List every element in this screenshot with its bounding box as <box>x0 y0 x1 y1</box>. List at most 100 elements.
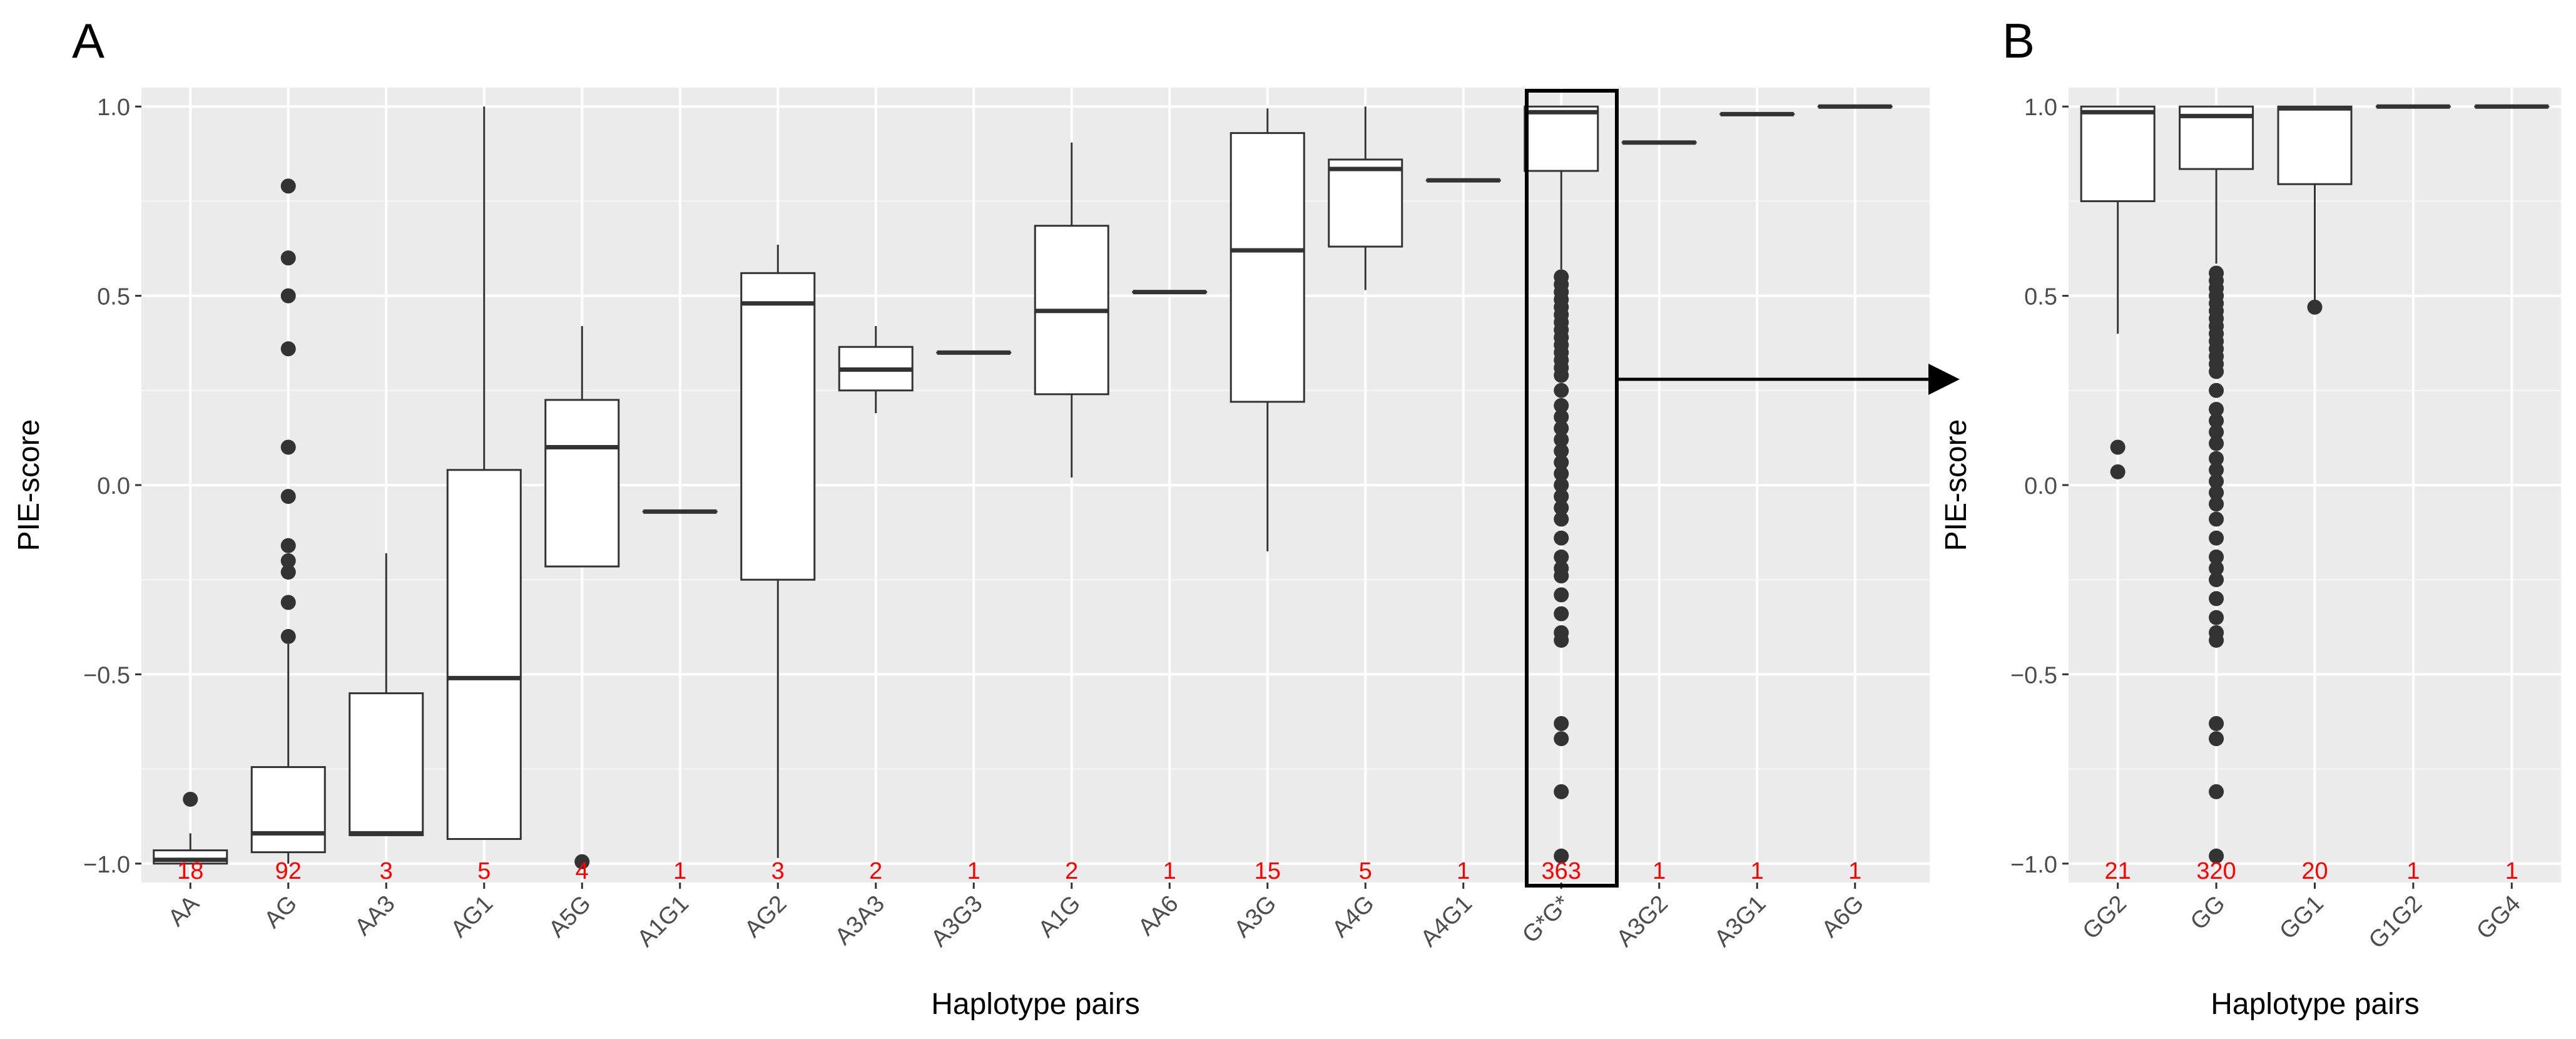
x-tick-label: GG <box>2186 891 2231 936</box>
y-axis-title-b: PIE-score <box>1940 419 1973 551</box>
count-label: 1 <box>673 858 686 884</box>
outlier-point <box>1554 716 1569 731</box>
highlight-box <box>1525 89 1619 888</box>
box-AA <box>153 791 228 865</box>
box-A1G <box>1034 142 1109 478</box>
outlier-point <box>2209 424 2224 440</box>
box-GG <box>2179 105 2254 864</box>
box-body <box>1229 132 1305 403</box>
outlier-point <box>1554 587 1569 603</box>
x-axis-a: AA AG AA3 AG1 A5G A1G1 AG2 A3A3 A3G3 A1G AA6 A3G A4G… <box>163 883 1869 952</box>
count-label: 1 <box>1751 858 1764 884</box>
outlier-point <box>2209 496 2224 512</box>
x-tick-label: A3A3 <box>830 891 890 950</box>
counts-b: 21 320 20 1 1 <box>2105 858 2518 884</box>
y-tick-label: −1.0 <box>2010 852 2057 878</box>
outlier-point <box>1554 500 1569 516</box>
count-label: 3 <box>380 858 393 884</box>
x-tick-label: AG1 <box>446 891 498 943</box>
count-label: 3 <box>771 858 785 884</box>
panel-label-a: A <box>72 13 104 68</box>
outlier-point <box>2209 451 2224 466</box>
outlier-point <box>2110 439 2125 455</box>
y-tick-label: 1.0 <box>97 95 130 121</box>
x-axis-title-a: Haplotype pairs <box>931 988 1140 1021</box>
outlier-point <box>1554 454 1569 470</box>
outlier-point <box>1554 432 1569 448</box>
y-tick-label: 0.0 <box>97 473 130 499</box>
outlier-point <box>2209 485 2224 501</box>
y-tick-label: −0.5 <box>2010 662 2057 688</box>
box-body <box>349 692 424 836</box>
outlier-point <box>280 595 296 610</box>
box-AG1 <box>446 106 522 840</box>
outlier-point <box>2209 561 2224 576</box>
count-label: 1 <box>2505 858 2518 884</box>
outlier-point <box>1554 443 1569 459</box>
count-label: 15 <box>1255 858 1281 884</box>
outlier-point <box>1554 466 1569 481</box>
outlier-point <box>2209 572 2224 588</box>
outlier-point <box>1554 784 1569 799</box>
outlier-point <box>280 489 296 504</box>
outlier-point <box>2209 848 2224 864</box>
boxes-b <box>2080 104 2550 864</box>
count-label: 4 <box>576 858 589 884</box>
x-tick-label: A6G <box>1817 891 1869 943</box>
box-A3G <box>1229 108 1305 551</box>
x-tick-label: AA6 <box>1133 891 1183 941</box>
x-tick-label: AA3 <box>350 891 400 941</box>
outlier-point <box>1554 632 1569 648</box>
count-label: 21 <box>2105 858 2131 884</box>
box-GG1 <box>2277 105 2353 315</box>
x-tick-label: A5G <box>544 891 596 943</box>
outlier-point <box>2209 364 2224 379</box>
outlier-point <box>2209 632 2224 648</box>
outlier-point <box>280 538 296 553</box>
box-A4G <box>1328 106 1403 290</box>
x-tick-label: AA <box>163 890 205 931</box>
count-label: 1 <box>967 858 980 884</box>
count-label: 18 <box>177 858 203 884</box>
outlier-point <box>1554 731 1569 747</box>
box-body <box>2080 105 2156 202</box>
box-AA3 <box>349 553 424 836</box>
outlier-point <box>1554 489 1569 504</box>
x-axis-b: GG2 GG GG1 G1G2 GG4 <box>2078 883 2526 954</box>
box-AG <box>250 178 326 864</box>
outlier-point <box>183 791 198 807</box>
x-tick-label: A3G3 <box>926 891 987 952</box>
outlier-point <box>2307 299 2323 315</box>
y-tick-label: 0.0 <box>2024 473 2057 499</box>
outlier-point <box>2209 402 2224 417</box>
x-tick-label: GG2 <box>2078 891 2132 944</box>
count-label: 1 <box>1652 858 1666 884</box>
outlier-point <box>2209 511 2224 527</box>
y-axis-title-a: PIE-score <box>13 419 46 551</box>
outlier-point <box>2209 413 2224 429</box>
x-tick-label: A1G1 <box>633 891 694 952</box>
box-G*G* <box>1524 105 1599 864</box>
box-GG2 <box>2080 105 2156 479</box>
outlier-point <box>280 565 296 580</box>
box-AG2 <box>740 244 816 858</box>
box-body <box>1328 158 1403 248</box>
y-tick-label: 1.0 <box>2024 95 2057 121</box>
outlier-point <box>280 341 296 357</box>
x-axis-title-b: Haplotype pairs <box>2211 988 2420 1021</box>
panel-b: B 1.0 0.5 0.0 −0.5 −1.0 21 320 20 1 1 GG2 GG GG1 G1… <box>1940 13 2561 1021</box>
outlier-point <box>2209 731 2224 747</box>
outlier-point <box>280 178 296 194</box>
count-label: 1 <box>1163 858 1176 884</box>
outlier-point <box>1554 367 1569 383</box>
count-label: 1 <box>1848 858 1861 884</box>
outlier-point <box>2209 382 2224 398</box>
x-tick-label: A1G <box>1034 891 1086 943</box>
outlier-point <box>2209 610 2224 625</box>
y-tick-label: −0.5 <box>83 662 130 688</box>
y-tick-label: −1.0 <box>83 852 130 878</box>
outlier-point <box>1554 606 1569 622</box>
outlier-point <box>2209 549 2224 565</box>
outlier-point <box>280 288 296 304</box>
outlier-point <box>1554 549 1569 565</box>
